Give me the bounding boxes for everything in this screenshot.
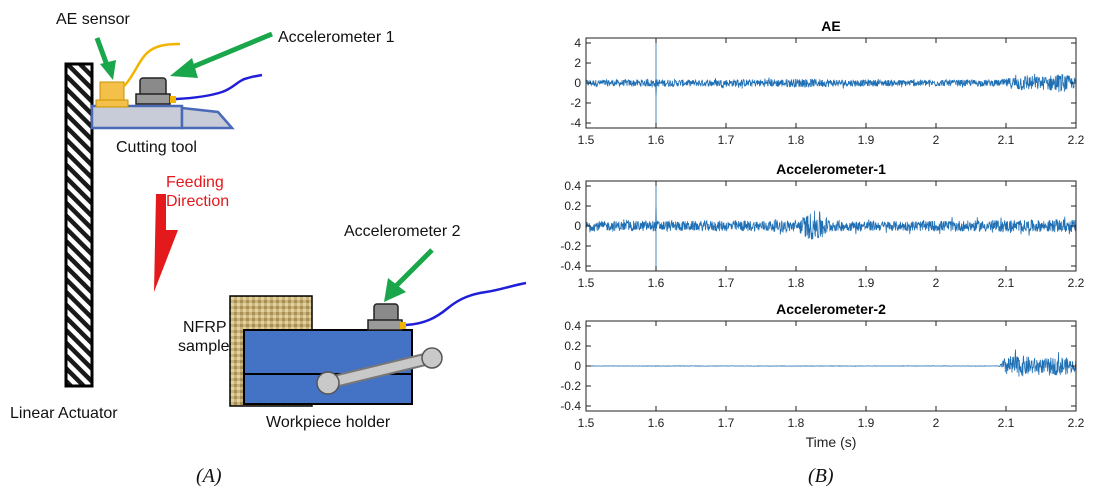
accelerometer-1 — [135, 77, 176, 105]
plot-panel-3: Accelerometer-2 0.4 0.2 0 -0.2 -0.4 1.5 1.6 1.7 1… — [560, 301, 1084, 450]
x-tick-label: 2 — [933, 416, 940, 430]
workpiece-holder — [243, 329, 443, 405]
nfrp-label-1: NFRP — [183, 319, 227, 336]
y-tick-label: 0 — [574, 219, 581, 233]
nfrp-label-2: sample — [178, 338, 230, 355]
x-tick-label: 1.6 — [648, 416, 665, 430]
y-tick-label: 0 — [574, 76, 581, 90]
x-tick-label: 1.6 — [648, 276, 665, 290]
accelerometer-2-arrowhead — [384, 278, 406, 302]
caption-a: (A) — [196, 465, 222, 487]
plot-title: Accelerometer-2 — [776, 301, 886, 317]
ae-sensor-arrowhead — [100, 60, 116, 80]
y-tick-label: 0.4 — [564, 319, 581, 333]
cutting-tool-label: Cutting tool — [116, 139, 197, 156]
x-tick-label: 1.7 — [718, 276, 735, 290]
accelerometer-1-arrow — [189, 31, 273, 71]
x-tick-label: 2.1 — [998, 416, 1015, 430]
plot-panel-2: Accelerometer-1 0.4 0.2 0 -0.2 -0.4 1.5 1.6 1.7 1… — [560, 161, 1084, 290]
x-tick-label: 2.2 — [1068, 133, 1085, 147]
x-tick-label: 1.8 — [788, 133, 805, 147]
ae-sensor — [95, 81, 129, 108]
x-tick-label: 1.8 — [788, 276, 805, 290]
y-tick-label: -0.4 — [560, 259, 581, 273]
x-tick-label: 1.9 — [858, 276, 875, 290]
accelerometer-1-label: Accelerometer 1 — [278, 29, 395, 46]
y-tick-label: 4 — [574, 36, 581, 50]
y-tick-label: 0.2 — [564, 199, 581, 213]
plot-title: AE — [821, 18, 840, 34]
feeding-direction-label-2: Direction — [166, 193, 229, 210]
x-tick-label: 1.5 — [578, 133, 595, 147]
accelerometer-2-cable — [405, 281, 527, 327]
x-tick-label: 1.5 — [578, 416, 595, 430]
x-tick-label: 1.9 — [858, 416, 875, 430]
x-tick-label: 1.6 — [648, 133, 665, 147]
x-tick-label: 1.7 — [718, 133, 735, 147]
x-tick-label: 2.1 — [998, 276, 1015, 290]
holder-knob — [421, 347, 443, 369]
accelerometer-2-label: Accelerometer 2 — [344, 223, 461, 240]
x-tick-label: 2 — [933, 276, 940, 290]
x-tick-label: 2.2 — [1068, 416, 1085, 430]
x-tick-label: 1.7 — [718, 416, 735, 430]
x-tick-label: 2 — [933, 133, 940, 147]
signal-trace — [585, 40, 1077, 126]
linear-actuator — [64, 62, 94, 388]
feeding-direction-label-1: Feeding — [166, 174, 224, 191]
y-tick-label: -0.2 — [560, 379, 581, 393]
feeding-direction-arrow — [154, 194, 178, 292]
x-tick-label: 2.1 — [998, 133, 1015, 147]
signal-trace — [585, 349, 1077, 377]
x-axis-label: Time (s) — [806, 434, 857, 450]
linear-actuator-label: Linear Actuator — [10, 405, 118, 422]
workpiece-holder-label: Workpiece holder — [266, 414, 391, 431]
accelerometer-1-arrowhead — [170, 58, 198, 78]
ae-sensor-cable — [123, 42, 181, 87]
y-tick-label: -4 — [570, 116, 581, 130]
x-tick-label: 1.5 — [578, 276, 595, 290]
y-tick-label: 0.2 — [564, 339, 581, 353]
caption-b: (B) — [808, 465, 834, 487]
plot-title: Accelerometer-1 — [776, 161, 886, 177]
y-tick-label: -2 — [570, 96, 581, 110]
y-tick-label: -0.4 — [560, 399, 581, 413]
x-tick-label: 2.2 — [1068, 276, 1085, 290]
y-tick-label: 0 — [574, 359, 581, 373]
plot-panel-1: AE 4 2 0 -2 -4 1.5 1.6 1.7 1.8 1.9 2 2.1 2.2 — [570, 18, 1084, 147]
accelerometer-2-arrow — [394, 248, 434, 288]
cutting-tool — [90, 104, 235, 130]
x-tick-label: 1.8 — [788, 416, 805, 430]
y-tick-label: -0.2 — [560, 239, 581, 253]
accelerometer-1-cable — [175, 73, 263, 101]
setup-diagram: Linear Actuator Cutting tool AE sensor A… — [10, 11, 527, 487]
accelerometer-2 — [367, 303, 406, 331]
y-tick-label: 2 — [574, 56, 581, 70]
signal-trace — [585, 183, 1077, 269]
x-tick-label: 1.9 — [858, 133, 875, 147]
y-tick-label: 0.4 — [564, 179, 581, 193]
ae-sensor-label: AE sensor — [56, 11, 130, 28]
